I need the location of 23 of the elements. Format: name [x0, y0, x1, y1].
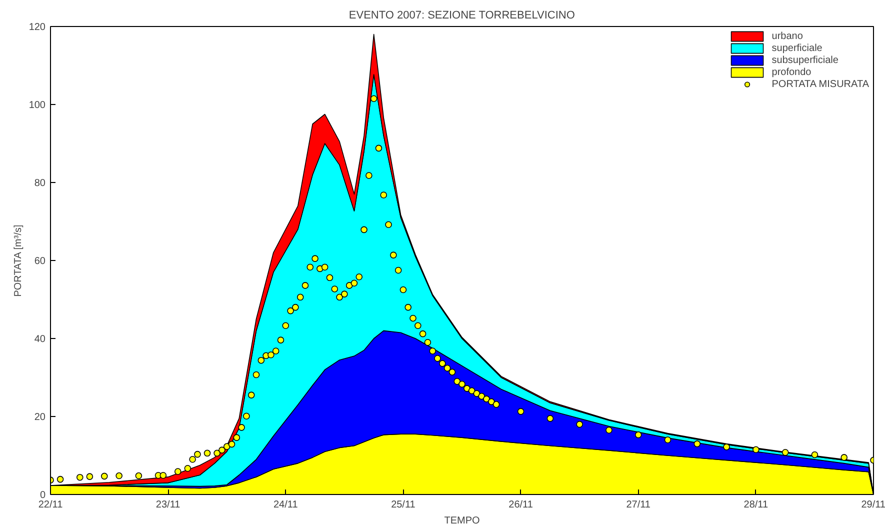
x-tick-label: 26/11: [508, 500, 534, 510]
y-axis-title: PORTATA [m³/s]: [12, 224, 24, 297]
chart-title: EVENTO 2007: SEZIONE TORREBELVICINO: [348, 10, 576, 22]
y-tick-label: 120: [28, 22, 46, 33]
x-tick-label: 24/11: [274, 500, 298, 510]
legend-label: profondo: [772, 66, 812, 78]
legend-label: subsuperficiale: [772, 54, 838, 66]
x-tick-label: 22/11: [38, 500, 64, 510]
x-tick-label: 23/11: [156, 500, 181, 510]
y-tick-label: 0: [40, 490, 46, 501]
legend-label: urbano: [772, 30, 803, 42]
legend-label: superficiale: [772, 42, 822, 54]
y-tick-label: 80: [34, 178, 46, 189]
x-axis-title: TEMPO: [444, 516, 480, 526]
x-tick-label: 28/11: [744, 500, 769, 510]
legend-label: PORTATA MISURATA: [772, 78, 869, 90]
x-tick-label: 25/11: [391, 500, 416, 510]
y-tick-label: 20: [34, 412, 46, 423]
x-tick-label: 27/11: [626, 500, 651, 510]
y-tick-label: 40: [34, 334, 46, 345]
y-tick-label: 60: [34, 256, 46, 267]
y-tick-label: 100: [28, 100, 46, 111]
x-tick-label: 29/11: [861, 500, 885, 510]
